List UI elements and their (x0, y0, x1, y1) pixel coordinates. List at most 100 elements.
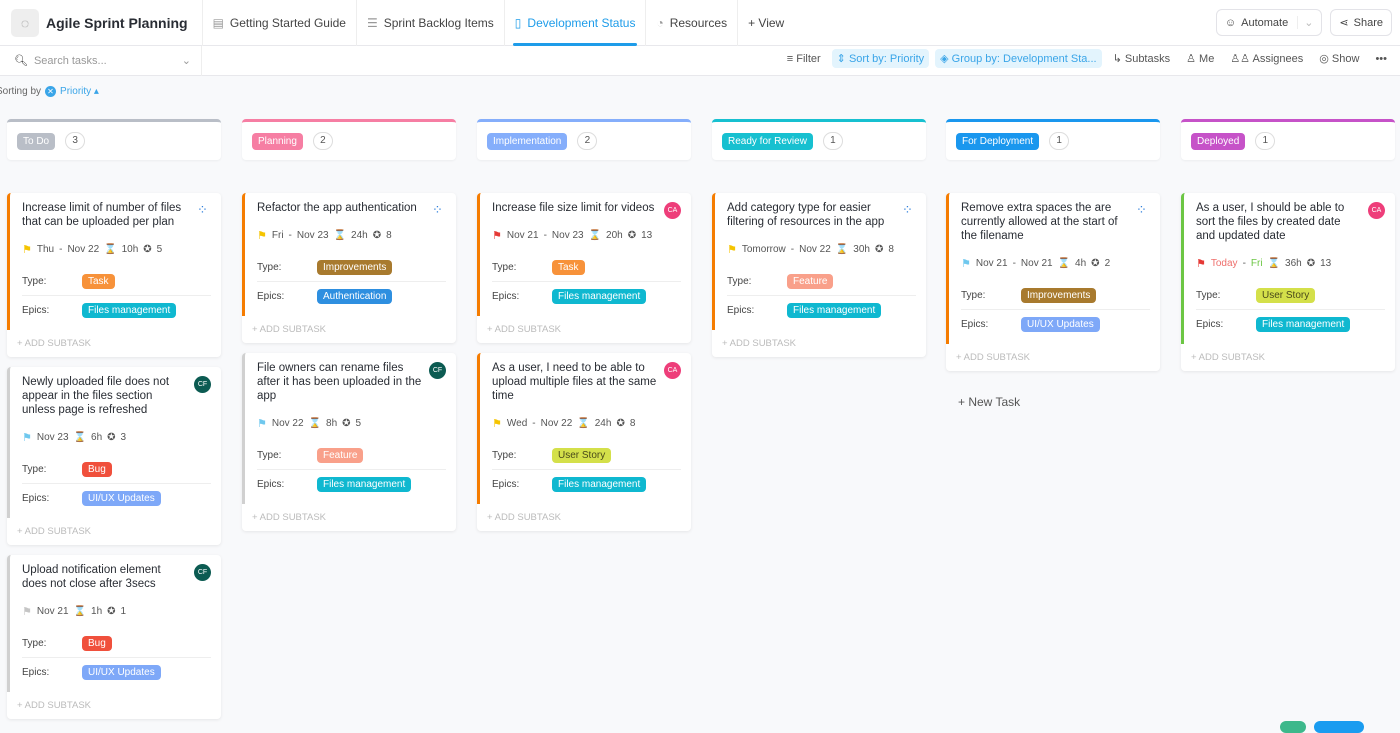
due-date[interactable]: Nov 22 (271, 417, 304, 429)
due-date[interactable]: Nov 22 (540, 417, 573, 429)
fab-blue[interactable] (1314, 721, 1364, 733)
task-card[interactable]: Newly uploaded file does not appear in t… (7, 367, 221, 545)
tab-resources[interactable]: ◔ Resources (645, 0, 737, 46)
time-estimate[interactable]: 1h (91, 605, 103, 617)
epic-pill[interactable]: Files management (82, 302, 177, 318)
task-card[interactable]: Remove extra spaces the are currently al… (946, 193, 1160, 371)
time-estimate[interactable]: 24h (351, 229, 368, 241)
type-pill[interactable]: Bug (82, 636, 112, 651)
start-date[interactable]: Tomorrow (741, 243, 786, 255)
task-card[interactable]: Add category type for easier filtering o… (712, 193, 926, 357)
epic-pill[interactable]: Files management (317, 476, 412, 492)
search-input[interactable]: 🔍︎ Search tasks... ⌄ (0, 45, 202, 76)
tab-getting-started[interactable]: ▤ Getting Started Guide (201, 0, 356, 46)
avatar[interactable]: CF (194, 376, 211, 393)
type-pill[interactable]: Improvements (317, 260, 393, 275)
flag-icon[interactable]: ⚑ (492, 417, 502, 430)
new-task-button[interactable]: + New Task (958, 395, 1021, 409)
task-card[interactable]: As a user, I should be able to sort the … (1181, 193, 1395, 371)
fab-green[interactable] (1280, 721, 1306, 733)
me-button[interactable]: ♙ Me (1186, 53, 1215, 65)
flag-icon[interactable]: ⚑ (22, 605, 32, 618)
type-pill[interactable]: Bug (82, 462, 112, 477)
task-title[interactable]: Refactor the app authentication (257, 202, 417, 214)
group-avatar-icon[interactable]: ⁘ (432, 202, 443, 217)
due-date[interactable]: Nov 23 (36, 431, 69, 443)
add-subtask-button[interactable]: + Add subtask (487, 512, 562, 523)
flag-icon[interactable]: ⚑ (1196, 257, 1206, 270)
add-subtask-button[interactable]: + Add subtask (17, 700, 92, 711)
sprint-points[interactable]: 13 (641, 229, 653, 241)
task-title[interactable]: Increase limit of number of files that c… (22, 202, 182, 228)
type-pill[interactable]: Task (552, 260, 585, 275)
sprint-points[interactable]: 8 (386, 229, 392, 241)
chevron-down-icon[interactable]: ⌄ (181, 55, 191, 67)
share-button[interactable]: ⋖ Share (1330, 9, 1392, 36)
task-title[interactable]: Newly uploaded file does not appear in t… (22, 376, 170, 416)
add-subtask-button[interactable]: + Add subtask (487, 324, 562, 335)
flag-icon[interactable]: ⚑ (22, 243, 32, 256)
sprint-points[interactable]: 13 (1320, 257, 1332, 269)
time-estimate[interactable]: 20h (606, 229, 623, 241)
task-title[interactable]: As a user, I need to be able to upload m… (492, 362, 657, 402)
due-date[interactable]: Nov 23 (296, 229, 329, 241)
due-date[interactable]: Nov 23 (551, 229, 584, 241)
task-card[interactable]: Increase file size limit for videos CA ⚑ No… (477, 193, 691, 343)
epic-pill[interactable]: UI/UX Updates (82, 664, 161, 680)
epic-pill[interactable]: Files management (552, 288, 647, 304)
add-subtask-button[interactable]: + Add subtask (252, 512, 327, 523)
tab-development-status[interactable]: ▯ Development Status (503, 0, 646, 46)
avatar[interactable]: CA (664, 362, 681, 379)
epic-pill[interactable]: UI/UX Updates (1021, 316, 1100, 332)
due-date[interactable]: Fri (1250, 257, 1263, 269)
more-button[interactable]: ••• (1375, 52, 1387, 65)
epic-pill[interactable]: Files management (1256, 316, 1351, 332)
group-avatar-icon[interactable]: ⁘ (1136, 202, 1147, 217)
task-title[interactable]: Remove extra spaces the are currently al… (961, 202, 1118, 242)
flag-icon[interactable]: ⚑ (492, 229, 502, 242)
start-date[interactable]: Nov 21 (975, 257, 1008, 269)
epic-pill[interactable]: UI/UX Updates (82, 490, 161, 506)
epic-pill[interactable]: Authentication (317, 288, 393, 304)
task-title[interactable]: Add category type for easier filtering o… (727, 202, 885, 228)
add-subtask-button[interactable]: + Add subtask (17, 526, 92, 537)
epic-pill[interactable]: Files management (552, 476, 647, 492)
task-title[interactable]: File owners can rename files after it ha… (257, 362, 422, 402)
subtasks-button[interactable]: ↳ Subtasks (1112, 53, 1171, 65)
start-date[interactable]: Today (1210, 257, 1238, 269)
task-card[interactable]: As a user, I need to be able to upload m… (477, 353, 691, 531)
type-pill[interactable]: User Story (552, 448, 612, 463)
due-date[interactable]: Nov 21 (1020, 257, 1053, 269)
group-avatar-icon[interactable]: ⁘ (197, 202, 208, 217)
due-date[interactable]: Nov 22 (799, 243, 831, 255)
start-date[interactable]: Thu (36, 243, 55, 255)
time-estimate[interactable]: 8h (326, 417, 338, 429)
start-date[interactable]: Fri (271, 229, 284, 241)
time-estimate[interactable]: 36h (1285, 257, 1302, 269)
sprint-points[interactable]: 8 (888, 243, 894, 255)
sprint-points[interactable]: 8 (629, 417, 636, 429)
flag-icon[interactable]: ⚑ (257, 417, 267, 430)
avatar[interactable]: CF (194, 564, 211, 581)
spinner-icon[interactable]: ◌ (11, 8, 39, 37)
task-title[interactable]: Upload notification element does not clo… (22, 564, 161, 590)
time-estimate[interactable]: 6h (91, 431, 103, 443)
task-card[interactable]: Upload notification element does not clo… (7, 555, 221, 719)
sprint-points[interactable]: 5 (355, 417, 362, 429)
add-view-button[interactable]: + View (737, 0, 794, 46)
start-date[interactable]: Wed (506, 417, 528, 429)
flag-icon[interactable]: ⚑ (727, 243, 737, 256)
group-avatar-icon[interactable]: ⁘ (902, 202, 913, 217)
add-subtask-button[interactable]: + Add subtask (956, 352, 1031, 363)
type-pill[interactable]: Feature (317, 448, 364, 463)
time-estimate[interactable]: 30h (853, 243, 870, 255)
add-subtask-button[interactable]: + Add subtask (252, 324, 327, 335)
filter-button[interactable]: ≡ Filter (786, 52, 821, 65)
time-estimate[interactable]: 10h (121, 243, 139, 255)
sprint-points[interactable]: 3 (120, 431, 127, 443)
add-subtask-button[interactable]: + Add subtask (1191, 352, 1266, 363)
avatar[interactable]: CF (429, 362, 446, 379)
avatar[interactable]: CA (1368, 202, 1385, 219)
time-estimate[interactable]: 4h (1075, 257, 1087, 269)
automate-button[interactable]: ☺ Automate ⌄ (1215, 9, 1323, 36)
